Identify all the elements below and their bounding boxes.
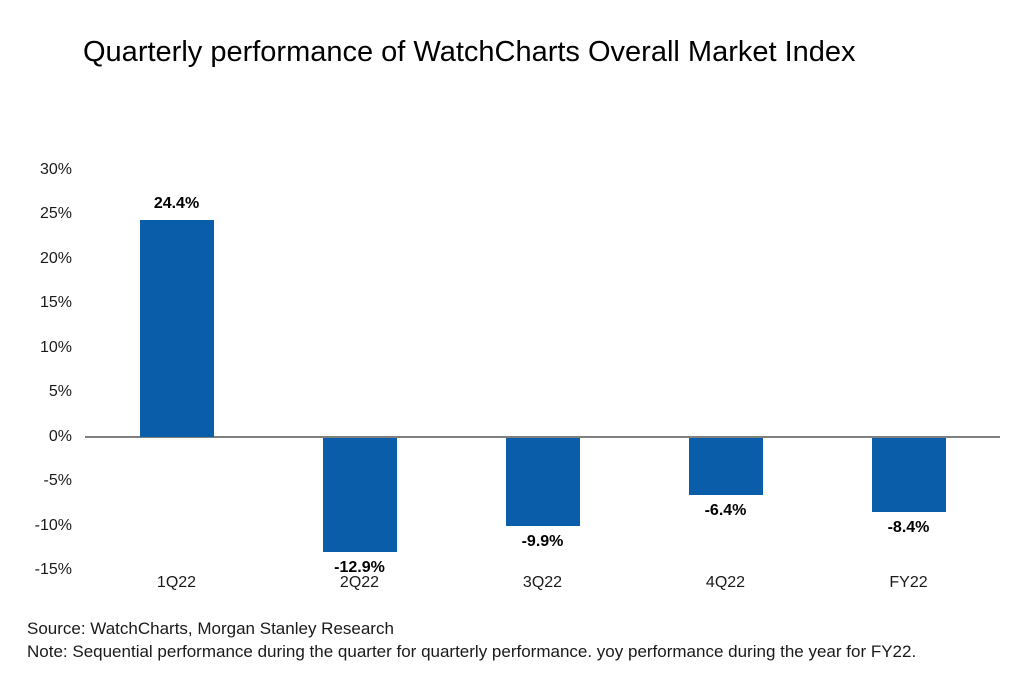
y-tick-label: 20%	[39, 249, 72, 267]
bar-3q22	[505, 437, 580, 526]
y-axis: 30% 25% 20% 15% 10% 5% 0% -5% -10% -15%	[0, 161, 72, 578]
note-text: Note: Sequential performance during the …	[27, 642, 917, 661]
y-tick-label: 25%	[39, 205, 72, 223]
y-tick-label: 10%	[39, 338, 72, 356]
data-label-1q22: 24.4%	[153, 194, 200, 212]
data-label-fy22: -8.4%	[887, 519, 930, 537]
y-tick-label: -15%	[34, 561, 72, 578]
bar-fy22	[871, 437, 946, 513]
y-tick-label: -10%	[34, 516, 72, 534]
bar-1q22	[139, 219, 214, 437]
x-tick-label-fy22: FY22	[889, 574, 928, 591]
y-tick-label: 15%	[39, 294, 72, 312]
chart-title: Quarterly performance of WatchCharts Ove…	[83, 36, 856, 68]
x-tick-label-4q22: 4Q22	[705, 574, 746, 591]
bar-2q22	[322, 437, 397, 553]
source-text: Source: WatchCharts, Morgan Stanley Rese…	[27, 619, 394, 638]
data-label-2q22: -12.9%	[334, 559, 385, 577]
x-axis: 1Q22 2Q22 3Q22 4Q22 FY22	[85, 574, 1000, 596]
y-tick-label: 5%	[48, 383, 72, 401]
zero-axis-line	[85, 435, 1000, 438]
y-tick-label: 0%	[48, 427, 72, 445]
data-label-3q22: -9.9%	[521, 532, 564, 550]
data-label-4q22: -6.4%	[704, 501, 747, 519]
x-tick-label-1q22: 1Q22	[156, 574, 197, 591]
plot-area: 24.4% -12.9% -9.9% -6.4% -8.4%	[85, 170, 1000, 576]
y-tick-label: 30%	[39, 161, 72, 178]
x-tick-label-2q22: 2Q22	[339, 574, 380, 591]
x-tick-label-3q22: 3Q22	[522, 574, 563, 591]
y-tick-label: -5%	[43, 472, 72, 490]
bar-4q22	[688, 437, 763, 495]
footer: Source: WatchCharts, Morgan Stanley Rese…	[27, 617, 1012, 663]
